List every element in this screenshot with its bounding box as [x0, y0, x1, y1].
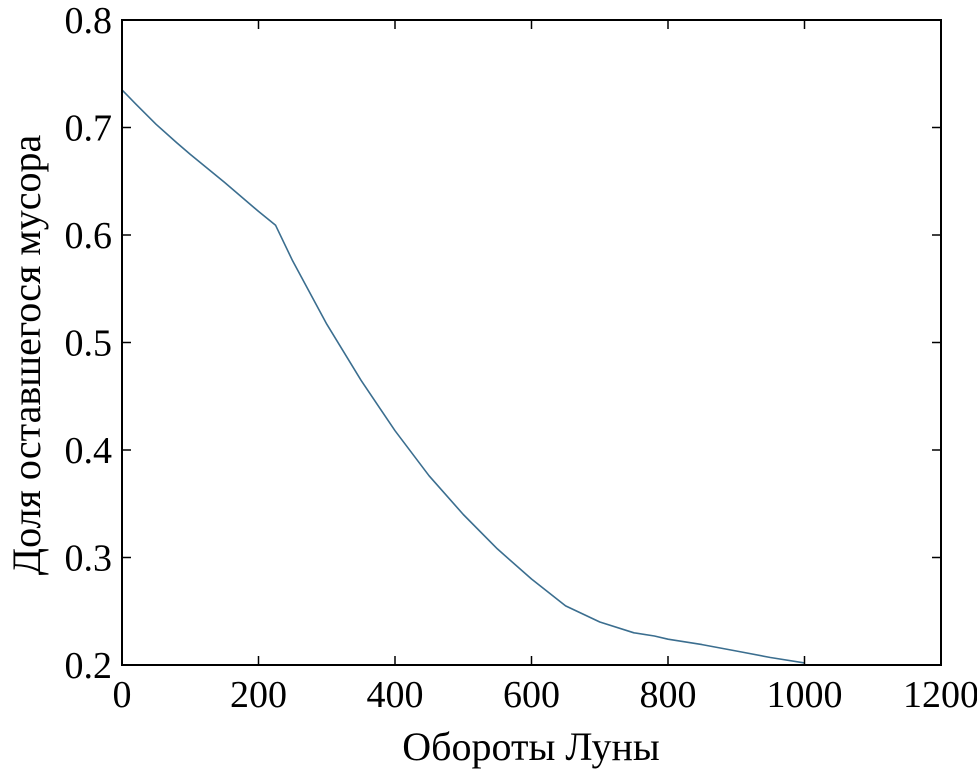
x-axis-label: Обороты Луны: [402, 724, 659, 769]
x-tick-label: 1200: [903, 674, 977, 716]
x-tick-label: 200: [230, 674, 287, 716]
y-tick-label: 0.3: [65, 538, 113, 580]
y-tick-label: 0.7: [65, 108, 113, 150]
series-line: [121, 89, 805, 664]
x-tick-label: 1000: [767, 674, 843, 716]
y-tick-label: 0.5: [65, 323, 113, 365]
y-tick-label: 0.6: [65, 215, 113, 257]
tick-marks: [121, 19, 942, 666]
y-axis-label: Доля оставшегося мусора: [4, 135, 49, 576]
x-tick-label: 800: [640, 674, 697, 716]
y-tick-labels: 0.2 0.3 0.4 0.5 0.6 0.7 0.8: [65, 0, 113, 687]
x-tick-labels: 0 200 400 600 800 1000 1200: [113, 674, 977, 716]
plot-area-frame: [121, 19, 942, 666]
y-tick-label: 0.8: [65, 0, 113, 42]
x-tick-label: 0: [113, 674, 132, 716]
y-tick-label: 0.4: [65, 430, 113, 472]
x-tick-label: 400: [367, 674, 424, 716]
x-tick-label: 600: [503, 674, 560, 716]
y-tick-label: 0.2: [65, 645, 113, 687]
series-layer: [121, 89, 805, 664]
